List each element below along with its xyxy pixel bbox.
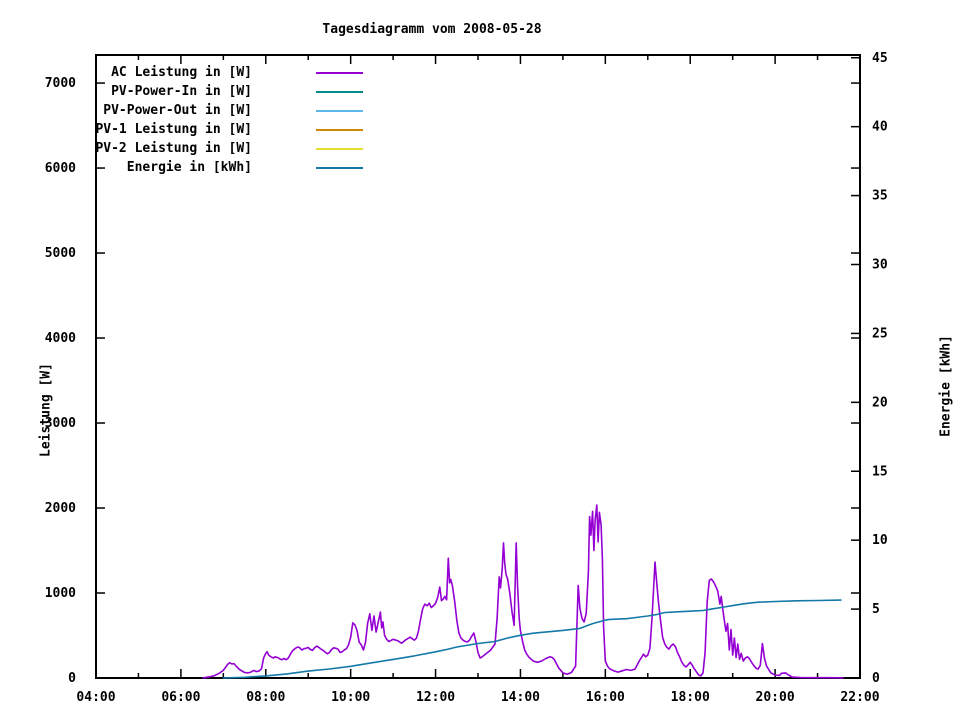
x-tick-label: 10:00 <box>331 690 370 705</box>
legend-item-pv_power_out: PV-Power-Out in [W] <box>80 101 363 120</box>
x-tick-label: 18:00 <box>671 690 710 705</box>
x-tick-label: 16:00 <box>586 690 625 705</box>
chart-title: Tagesdiagramm vom 2008-05-28 <box>322 22 542 37</box>
legend-color-line <box>316 147 363 150</box>
legend-color-line <box>316 71 363 74</box>
series-ac_leistung <box>202 504 844 679</box>
y-left-tick-label: 4000 <box>45 331 76 346</box>
x-tick-label: 06:00 <box>161 690 200 705</box>
legend-item-energie: Energie in [kWh] <box>80 158 363 177</box>
y-right-tick-label: 35 <box>872 189 888 204</box>
legend-item-pv_power_in: PV-Power-In in [W] <box>80 82 363 101</box>
series-energie <box>222 599 842 679</box>
x-tick-label: 14:00 <box>501 690 540 705</box>
legend-item-pv2_leistung: PV-2 Leistung in [W] <box>80 139 363 158</box>
y-right-tick-label: 5 <box>872 602 880 617</box>
y-left-tick-label: 5000 <box>45 246 76 261</box>
legend-item-label: PV-1 Leistung in [W] <box>95 122 252 137</box>
x-tick-label: 08:00 <box>246 690 285 705</box>
legend-item-ac_leistung: AC Leistung in [W] <box>80 63 363 82</box>
y-left-tick-label: 0 <box>68 671 76 686</box>
y-right-tick-label: 25 <box>872 326 888 341</box>
legend-item-label: PV-Power-Out in [W] <box>103 103 252 118</box>
y-left-tick-label: 7000 <box>45 76 76 91</box>
y-left-tick-label: 1000 <box>45 586 76 601</box>
y-left-tick-label: 2000 <box>45 501 76 516</box>
legend-item-label: Energie in [kWh] <box>126 160 252 175</box>
x-tick-label: 04:00 <box>76 690 115 705</box>
legend-color-line <box>316 128 363 131</box>
legend-item-label: PV-2 Leistung in [W] <box>95 141 252 156</box>
y-right-tick-label: 20 <box>872 395 888 410</box>
y-right-tick-label: 15 <box>872 464 888 479</box>
x-tick-label: 12:00 <box>416 690 455 705</box>
legend: AC Leistung in [W] PV-Power-In in [W] PV-P… <box>80 63 363 177</box>
y-right-tick-label: 40 <box>872 120 888 135</box>
y-left-tick-label: 3000 <box>45 416 76 431</box>
x-tick-label: 20:00 <box>756 690 795 705</box>
legend-item-label: PV-Power-In in [W] <box>111 84 252 99</box>
y-right-tick-label: 30 <box>872 258 888 273</box>
y-right-tick-label: 10 <box>872 533 888 548</box>
y-right-tick-label: 45 <box>872 51 888 66</box>
legend-color-line <box>316 166 363 169</box>
y-right-tick-label: 0 <box>872 671 880 686</box>
legend-item-pv1_leistung: PV-1 Leistung in [W] <box>80 120 363 139</box>
legend-item-label: AC Leistung in [W] <box>111 65 252 80</box>
y-left-tick-label: 6000 <box>45 161 76 176</box>
legend-color-line <box>316 109 363 112</box>
x-tick-label: 22:00 <box>840 690 879 705</box>
legend-color-line <box>316 90 363 93</box>
